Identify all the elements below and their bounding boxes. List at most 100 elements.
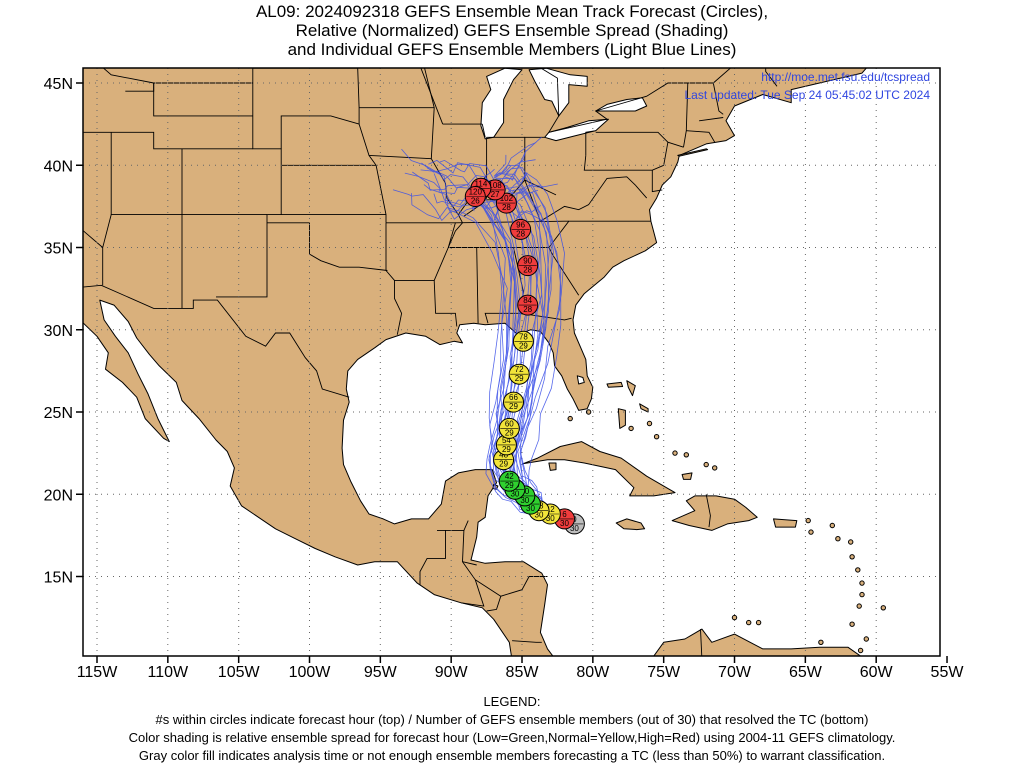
lat-tick-label: 45N: [44, 76, 73, 93]
boundary-line: [357, 68, 387, 223]
small-island: [805, 517, 811, 524]
puerto-rico-land: [773, 518, 798, 528]
small-island: [712, 465, 718, 471]
boundary-line: [83, 229, 103, 248]
member-count: 28: [523, 266, 532, 275]
small-island: [835, 536, 841, 542]
small-island: [567, 415, 573, 422]
forecast-hour: 60: [505, 419, 514, 428]
boundary-line: [540, 176, 648, 222]
lon-tick-label: 105W: [218, 664, 261, 681]
boundary-line: [686, 130, 716, 143]
lat-tick-label: 20N: [44, 487, 73, 504]
small-island: [755, 619, 762, 626]
member-count: 27: [491, 190, 500, 199]
member-count: 29: [505, 481, 514, 490]
lon-tick-label: 70W: [718, 664, 752, 681]
boundary-line: [486, 596, 502, 612]
member-count: 29: [502, 445, 511, 454]
boundary-line: [475, 576, 548, 597]
lon-tick-label: 90W: [435, 664, 469, 681]
forecast-hour: 12: [546, 505, 555, 514]
forecast-hour: 72: [515, 365, 524, 374]
forecast-hour: 84: [523, 296, 532, 305]
lake-superior: [421, 21, 527, 59]
source-url[interactable]: http://moe.met.fsu.edu/tcspread: [761, 70, 930, 84]
small-island: [880, 605, 886, 611]
member-count: 29: [515, 374, 524, 383]
lon-tick-label: 80W: [576, 664, 610, 681]
title-line-2: Relative (Normalized) GEFS Ensemble Spre…: [295, 21, 729, 40]
member-count: 28: [516, 229, 525, 238]
boundary-line: [83, 131, 253, 150]
boundary-line: [481, 124, 486, 138]
boundary-line: [385, 222, 403, 335]
lat-tick-label: 30N: [44, 323, 73, 340]
boundary-line: [83, 284, 350, 398]
member-count: 28: [523, 305, 532, 314]
forecast-hour: 90: [523, 257, 532, 266]
lon-tick-label: 85W: [506, 664, 540, 681]
boundary-line: [583, 155, 664, 171]
boundary-line: [125, 83, 155, 92]
boundary-line: [651, 170, 663, 193]
member-count: 29: [519, 341, 528, 350]
boundary-line: [699, 117, 724, 122]
small-island: [683, 452, 689, 458]
last-updated: Last updated: Tue Sep 24 05:45:02 UTC 20…: [684, 88, 930, 102]
legend-line-2: Color shading is relative ensemble sprea…: [128, 730, 896, 745]
title-line-3: and Individual GEFS Ensemble Members (Li…: [287, 40, 737, 59]
map-frame: [82, 67, 941, 657]
small-island: [585, 409, 592, 415]
forecast-hour: 66: [509, 393, 518, 402]
grand-bahama-land: [606, 381, 624, 388]
jamaica-land: [615, 518, 646, 531]
forecast-hour: 120: [469, 188, 483, 197]
boundary-line: [461, 561, 485, 607]
member-count: 30: [570, 524, 579, 533]
boundary-line: [595, 131, 684, 148]
boundary-line: [368, 154, 432, 160]
boundary-line: [550, 675, 552, 691]
small-island: [859, 591, 865, 598]
forecast-hour: 96: [516, 220, 525, 229]
boundary-line: [700, 629, 703, 656]
member-count: 30: [510, 489, 519, 498]
forecast-hour: 78: [519, 332, 528, 341]
boundary-line: [420, 68, 444, 125]
axis-ticks: 115W 110W 105W 100W 95W 90W 85W 80W 75W 70W 65W 60W…: [44, 76, 965, 681]
lon-tick-label: 100W: [289, 664, 332, 681]
forecast-hour: 102: [500, 194, 514, 203]
isle-of-youth-land: [548, 462, 557, 471]
legend-line-3: Gray color fill indicates analysis time …: [138, 748, 886, 763]
small-island: [653, 434, 660, 440]
member-count: 28: [502, 203, 511, 212]
lon-tick-label: 60W: [860, 664, 894, 681]
member-count: 30: [520, 496, 529, 505]
small-island: [808, 529, 814, 535]
chart-title: AL09: 2024092318 GEFS Ensemble Mean Trac…: [0, 2, 1024, 59]
boundary-line: [102, 68, 154, 84]
boundary-line: [394, 279, 458, 327]
forecast-hour: 48: [499, 451, 508, 460]
lon-tick-label: 75W: [647, 664, 681, 681]
small-island: [672, 450, 678, 456]
map-area: 0306301230183024303030363042294829542960…: [83, 21, 940, 691]
boundary-line: [512, 640, 542, 643]
boundary-line: [539, 68, 778, 133]
small-island: [859, 580, 865, 586]
boundary-line: [419, 520, 469, 585]
forecast-hour: 42: [505, 472, 514, 481]
member-count: 29: [509, 402, 518, 411]
mean-track-circles: 0306301230183024303030363042294829542960…: [464, 177, 585, 535]
